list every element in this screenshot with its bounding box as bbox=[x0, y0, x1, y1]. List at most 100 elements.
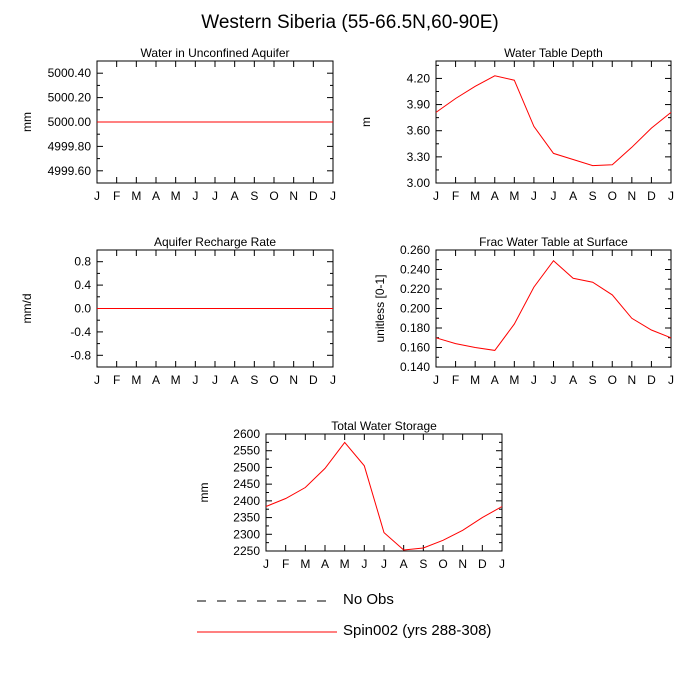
x-tick-label: A bbox=[231, 373, 239, 387]
x-tick-label: D bbox=[309, 189, 318, 203]
x-tick-label: J bbox=[212, 373, 218, 387]
x-tick-label: A bbox=[491, 373, 499, 387]
figure-title: Western Siberia (55-66.5N,60-90E) bbox=[201, 12, 499, 33]
series-line-spin002 bbox=[435, 75, 672, 167]
y-tick-label: 2300 bbox=[233, 527, 260, 541]
x-tick-label: S bbox=[589, 189, 597, 203]
y-tick-label: 4999.80 bbox=[48, 139, 92, 153]
x-tick-label: M bbox=[131, 189, 141, 203]
x-tick-label: N bbox=[289, 189, 298, 203]
x-tick-label: M bbox=[300, 557, 310, 571]
y-tick-label: 0.160 bbox=[400, 341, 430, 355]
chart-frac-water-table-at-surface: Frac Water Table at Surface unitless [0-1… bbox=[373, 235, 674, 387]
x-tick-label: F bbox=[113, 189, 120, 203]
legend-no-obs-label: No Obs bbox=[343, 591, 394, 608]
x-tick-label: A bbox=[400, 557, 408, 571]
y-tick-label: 0.200 bbox=[400, 302, 430, 316]
x-tick-label: J bbox=[531, 373, 537, 387]
chart-title: Total Water Storage bbox=[331, 419, 437, 433]
y-tick-label: -0.4 bbox=[70, 325, 91, 339]
x-tick-label: J bbox=[361, 557, 367, 571]
x-tick-label: O bbox=[608, 189, 617, 203]
y-tick-label: 0.4 bbox=[74, 278, 91, 292]
y-axis-label: mm bbox=[20, 112, 34, 132]
x-tick-label: F bbox=[452, 189, 459, 203]
x-tick-label: D bbox=[647, 373, 656, 387]
x-tick-label: M bbox=[470, 189, 480, 203]
x-tick-label: A bbox=[152, 189, 160, 203]
chart-title: Water Table Depth bbox=[504, 46, 603, 60]
legend-model-label: Spin002 (yrs 288-308) bbox=[343, 622, 492, 639]
x-tick-label: N bbox=[627, 373, 636, 387]
y-tick-label: 0.260 bbox=[400, 243, 430, 257]
y-tick-label: 2600 bbox=[233, 427, 260, 441]
y-tick-label: 3.90 bbox=[407, 98, 431, 112]
x-tick-label: J bbox=[263, 557, 269, 571]
x-tick-label: M bbox=[340, 557, 350, 571]
y-tick-label: 2350 bbox=[233, 511, 260, 525]
plot-frame bbox=[265, 433, 503, 552]
y-tick-label: 3.00 bbox=[407, 176, 431, 190]
x-tick-label: J bbox=[551, 373, 557, 387]
y-tick-label: 5000.20 bbox=[48, 91, 92, 105]
x-tick-label: J bbox=[212, 189, 218, 203]
y-tick-label: 2500 bbox=[233, 460, 260, 474]
x-tick-label: J bbox=[381, 557, 387, 571]
x-tick-label: A bbox=[569, 373, 577, 387]
y-tick-label: 2450 bbox=[233, 477, 260, 491]
x-tick-label: J bbox=[94, 189, 100, 203]
x-tick-label: A bbox=[491, 189, 499, 203]
chart-title: Frac Water Table at Surface bbox=[479, 235, 628, 249]
x-tick-label: O bbox=[608, 373, 617, 387]
x-tick-label: M bbox=[509, 189, 519, 203]
x-tick-label: F bbox=[282, 557, 289, 571]
x-tick-label: A bbox=[152, 373, 160, 387]
x-tick-label: J bbox=[499, 557, 505, 571]
x-tick-label: J bbox=[551, 189, 557, 203]
x-tick-label: D bbox=[309, 373, 318, 387]
y-tick-label: -0.8 bbox=[70, 348, 91, 362]
y-axis-label: unitless [0-1] bbox=[373, 274, 387, 342]
series-line-spin002 bbox=[435, 259, 672, 351]
x-tick-label: J bbox=[330, 189, 336, 203]
chart-title: Water in Unconfined Aquifer bbox=[141, 46, 290, 60]
series-line-spin002 bbox=[265, 441, 503, 551]
x-tick-label: A bbox=[321, 557, 329, 571]
y-tick-label: 0.0 bbox=[74, 302, 91, 316]
y-tick-label: 0.140 bbox=[400, 360, 430, 374]
x-tick-label: S bbox=[250, 373, 258, 387]
x-tick-label: F bbox=[452, 373, 459, 387]
y-tick-label: 0.180 bbox=[400, 321, 430, 335]
x-tick-label: M bbox=[131, 373, 141, 387]
y-tick-label: 3.60 bbox=[407, 124, 431, 138]
x-tick-label: J bbox=[433, 373, 439, 387]
x-tick-label: J bbox=[330, 373, 336, 387]
x-tick-label: S bbox=[589, 373, 597, 387]
x-tick-label: N bbox=[289, 373, 298, 387]
x-tick-label: J bbox=[94, 373, 100, 387]
y-tick-label: 4.20 bbox=[407, 71, 431, 85]
y-tick-label: 5000.40 bbox=[48, 66, 92, 80]
y-tick-label: 0.8 bbox=[74, 255, 91, 269]
x-tick-label: S bbox=[250, 189, 258, 203]
x-tick-label: M bbox=[171, 373, 181, 387]
plot-frame bbox=[435, 249, 672, 368]
y-axis-label: mm bbox=[197, 483, 211, 503]
x-tick-label: A bbox=[231, 189, 239, 203]
chart-title: Aquifer Recharge Rate bbox=[154, 235, 276, 249]
x-tick-label: D bbox=[647, 189, 656, 203]
x-tick-label: J bbox=[668, 373, 674, 387]
x-tick-label: A bbox=[569, 189, 577, 203]
x-tick-label: M bbox=[509, 373, 519, 387]
y-tick-label: 0.220 bbox=[400, 282, 430, 296]
x-tick-label: M bbox=[470, 373, 480, 387]
x-tick-label: D bbox=[478, 557, 487, 571]
x-tick-label: J bbox=[531, 189, 537, 203]
x-tick-label: J bbox=[668, 189, 674, 203]
x-tick-label: J bbox=[192, 189, 198, 203]
x-tick-label: M bbox=[171, 189, 181, 203]
y-axis-label: m bbox=[359, 117, 373, 127]
